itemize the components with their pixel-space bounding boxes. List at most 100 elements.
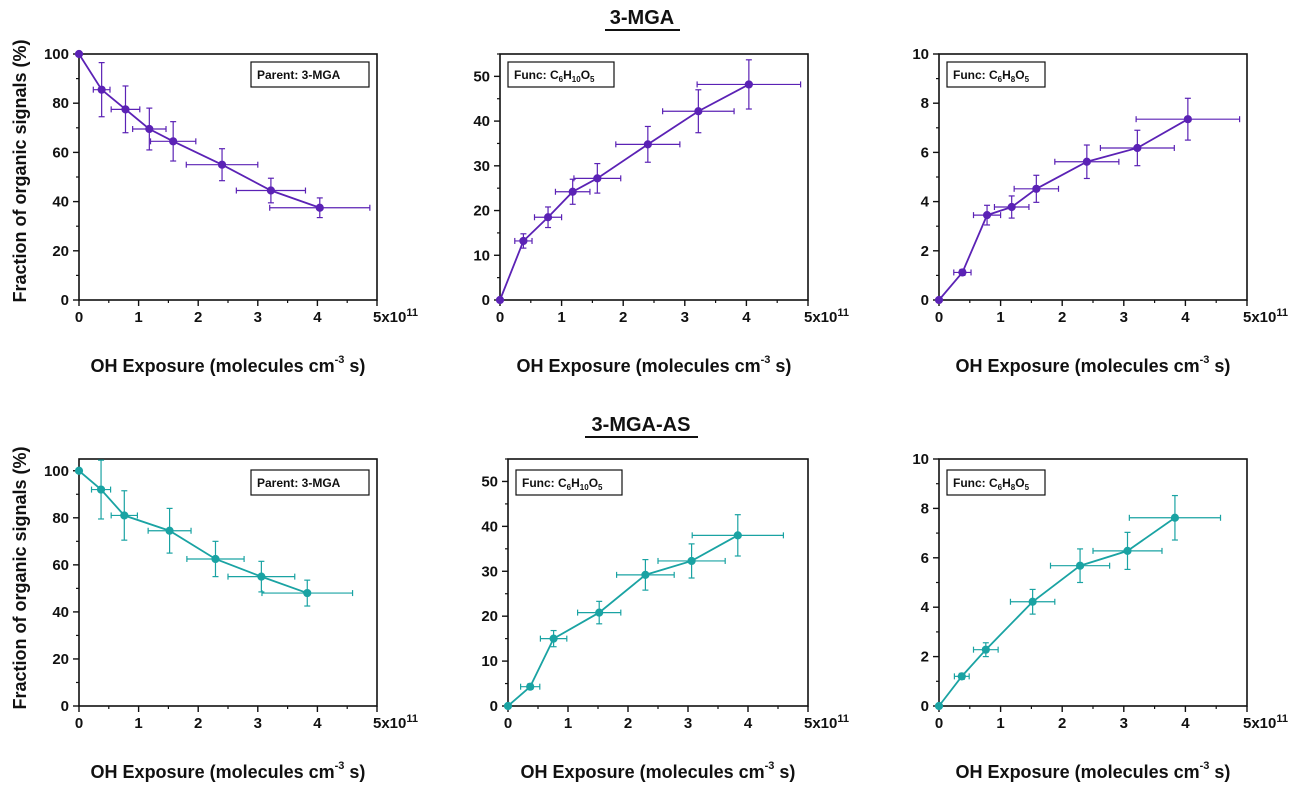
y-tick-label: 60 <box>52 144 69 161</box>
data-point <box>643 140 652 149</box>
x-tick-label-exponent: 11 <box>406 307 418 319</box>
x-tick-label-exponent: 11 <box>837 713 849 725</box>
y-tick-label: 40 <box>52 194 69 211</box>
legend-formula-subscript: 5 <box>1025 75 1030 84</box>
y-tick-label: 4 <box>921 599 930 616</box>
x-tick-label-base: 5x10 <box>1243 715 1276 732</box>
x-axis-label: OH Exposure (molecules cm-3 s) <box>91 760 366 782</box>
x-axis-label-superscript: -3 <box>335 354 345 366</box>
legend-formula-subscript: 6 <box>567 483 572 492</box>
y-tick-label: 2 <box>921 649 929 666</box>
y-tick-label: 0 <box>921 698 929 715</box>
legend-formula-element: H <box>1002 476 1011 490</box>
data-point <box>744 80 753 89</box>
x-tick-label-exponent: 11 <box>1276 713 1288 725</box>
legend-formula-element: H <box>563 68 572 82</box>
x-tick-label: 5x1011 <box>804 307 849 326</box>
x-axis-label-main: OH Exposure (molecules cm <box>956 356 1200 376</box>
data-point <box>981 645 990 654</box>
legend-formula-prefix: Func: C <box>953 476 998 490</box>
x-tick-label: 2 <box>1058 715 1066 732</box>
series-line <box>938 118 1189 301</box>
x-tick-label: 2 <box>624 715 632 732</box>
y-tick-label: 8 <box>921 500 929 517</box>
x-tick-label: 1 <box>134 715 142 732</box>
x-tick-label: 2 <box>1058 309 1066 326</box>
x-axis-label-tail: s) <box>1209 762 1230 782</box>
x-tick-label: 2 <box>194 715 202 732</box>
legend-label: Func: C6H10O5 <box>514 68 595 84</box>
x-axis-label-tail: s) <box>774 762 795 782</box>
x-tick-label: 3 <box>1120 715 1128 732</box>
data-point <box>1007 202 1016 212</box>
data-point <box>303 588 312 598</box>
legend-box <box>250 469 370 496</box>
x-tick-label-base: 5x10 <box>1243 309 1276 326</box>
y-tick-label: 40 <box>52 604 69 621</box>
legend-formula-subscript: 5 <box>1025 483 1030 492</box>
legend-formula-element: O <box>589 476 598 490</box>
legend-formula-element: O <box>1015 476 1024 490</box>
x-tick-label-exponent: 11 <box>1276 307 1288 319</box>
x-tick-label: 4 <box>742 309 751 326</box>
legend-formula-element: H <box>1002 68 1011 82</box>
data-point <box>257 572 266 581</box>
y-tick-label: 10 <box>481 653 498 670</box>
x-axis-label-main: OH Exposure (molecules cm <box>517 356 761 376</box>
x-axis-label-tail: s) <box>1209 356 1230 376</box>
y-tick-label: 0 <box>490 698 498 715</box>
data-point <box>687 556 696 566</box>
legend-formula-element: H <box>571 476 580 490</box>
y-tick-label: 60 <box>52 557 69 574</box>
legend-formula-subscript: 8 <box>1011 483 1016 492</box>
x-tick-label: 0 <box>75 309 83 326</box>
legend-formula-subscript: 10 <box>580 483 589 492</box>
x-tick-label: 3 <box>684 715 692 732</box>
y-tick-label: 80 <box>52 95 69 112</box>
x-axis-label-superscript: -3 <box>335 760 345 772</box>
section-title-3-mga: 3-MGA <box>610 7 674 29</box>
x-tick-label: 4 <box>313 309 322 326</box>
y-tick-label: 2 <box>921 243 929 260</box>
legend-formula-prefix: Func: C <box>522 476 567 490</box>
data-point <box>1133 143 1142 153</box>
data-point <box>568 187 577 196</box>
section-title-top: 3-MGA <box>605 7 680 31</box>
series-line <box>78 53 321 209</box>
data-point <box>519 236 528 246</box>
chart-panel-2: 0 1 2 3 4 5x1011 0 10 20 30 40 50 OH Exposure (molec… <box>473 53 849 376</box>
legend-formula-subscript: 5 <box>590 75 595 84</box>
data-point <box>641 570 650 579</box>
y-tick-label: 40 <box>481 518 498 535</box>
data-point <box>169 137 178 146</box>
x-tick-label: 1 <box>996 309 1004 326</box>
x-axis-label-tail: s) <box>344 356 365 376</box>
x-axis-label-superscript: -3 <box>1200 354 1210 366</box>
y-tick-label: 8 <box>921 95 929 112</box>
legend-box <box>946 469 1046 496</box>
legend-box <box>250 61 370 88</box>
legend-formula-subscript: 6 <box>998 483 1003 492</box>
legend-box <box>946 61 1046 88</box>
data-point <box>315 203 324 212</box>
x-tick-label: 4 <box>1181 715 1190 732</box>
data-point <box>526 682 535 691</box>
data-point <box>593 174 602 183</box>
data-point <box>97 85 106 94</box>
data-point <box>1028 597 1037 606</box>
data-point <box>958 268 967 277</box>
data-point <box>165 526 174 535</box>
y-tick-label: 20 <box>52 243 69 260</box>
data-point <box>96 485 106 494</box>
y-tick-label: 50 <box>473 68 490 85</box>
data-point <box>145 124 154 134</box>
x-tick-label-exponent: 11 <box>406 713 418 725</box>
legend-formula-element: O <box>1015 68 1024 82</box>
legend-formula-subscript: 6 <box>559 75 564 84</box>
data-point <box>595 608 604 617</box>
x-tick-label: 5x1011 <box>1243 713 1288 732</box>
x-tick-label: 5x1011 <box>373 307 418 326</box>
